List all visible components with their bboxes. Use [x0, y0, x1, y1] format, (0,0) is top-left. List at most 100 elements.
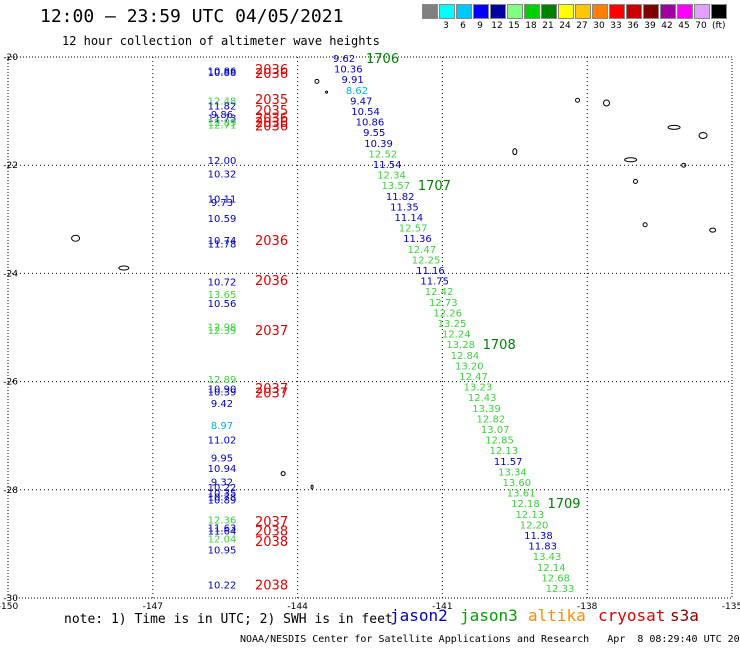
track-time-label: 2035: [255, 93, 288, 108]
scale-label: 70: [695, 21, 707, 31]
track-value: 10.74: [208, 236, 237, 247]
track-value: 12.42: [425, 287, 454, 298]
track-value: 10.39: [208, 387, 237, 398]
island-outline: [512, 148, 518, 156]
track-value: 12.39: [208, 326, 237, 337]
track-value: 12.20: [520, 520, 549, 531]
track-time-label: 1707: [418, 179, 451, 194]
track-value: 13.60: [502, 478, 531, 489]
scale-swatch: [575, 4, 591, 19]
track-time-label: 2037: [255, 386, 288, 401]
scale-label: 24: [559, 21, 571, 31]
scale-label: 12: [491, 21, 503, 31]
track-time-label: 2037: [255, 324, 288, 339]
lon-label: -147: [143, 602, 163, 612]
track-value: 12.57: [399, 224, 428, 235]
scale-swatch: [558, 4, 574, 19]
track-value: 12.89: [208, 118, 237, 129]
track-value: 10.88: [208, 68, 237, 79]
track-value: 9.73: [211, 198, 233, 209]
scale-swatch: [694, 4, 710, 19]
track-value: 12.13: [490, 446, 519, 457]
lat-label: -24: [3, 269, 18, 279]
track-value: 11.35: [390, 202, 419, 213]
track-value: 9.86: [211, 110, 233, 121]
scale-swatch: [490, 4, 506, 19]
island-outline: [280, 471, 286, 477]
island-outline: [603, 99, 611, 107]
track-value: 10.86: [356, 118, 385, 129]
track-value: 11.54: [373, 160, 402, 171]
track-value: 12.47: [459, 372, 488, 383]
lon-label: -141: [432, 602, 452, 612]
scale-swatch: [609, 4, 625, 19]
track-value: 11.16: [416, 266, 445, 277]
lon-label: -138: [577, 602, 598, 612]
lon-label: -144: [287, 602, 308, 612]
track-value: 11.82: [386, 192, 415, 203]
scale-swatch: [626, 4, 642, 19]
track-value: 12.18: [511, 499, 540, 510]
track-value: 12.48: [208, 96, 237, 107]
track-value: 10.78: [208, 492, 237, 503]
track-value: 12.82: [477, 414, 506, 425]
track-value: 8.97: [211, 421, 233, 432]
island-outline: [642, 222, 648, 228]
island-outline: [575, 97, 581, 103]
track-value: 12.47: [407, 245, 436, 256]
track-value: 11.63: [208, 524, 237, 535]
track-value: 12.52: [369, 149, 398, 160]
island-outline: [325, 90, 329, 94]
lat-label: -20: [3, 53, 18, 63]
track-value: 10.95: [208, 545, 237, 556]
track-value: 9.62: [333, 54, 355, 65]
track-time-label: 2036: [255, 234, 288, 249]
scale-label: 30: [593, 21, 605, 31]
track-value: 11.57: [494, 457, 523, 468]
lon-label: -150: [0, 602, 18, 612]
track-value: 10.86: [208, 67, 237, 78]
lat-label: -30: [3, 594, 18, 604]
track-value: 11.83: [528, 542, 557, 553]
scale-swatch: [473, 4, 489, 19]
track-value: 10.11: [208, 195, 237, 206]
track-value: 10.56: [208, 299, 237, 310]
track-value: 10.36: [334, 65, 363, 76]
scale-swatch: [660, 4, 676, 19]
track-value: 12.36: [208, 516, 237, 527]
track-value: 11.75: [420, 277, 449, 288]
track-value: 11.38: [524, 531, 553, 542]
track-time-label: 2036: [255, 67, 288, 82]
island-outline: [632, 178, 638, 184]
scale-label: 36: [627, 21, 639, 31]
page-subtitle: 12 hour collection of altimeter wave hei…: [62, 34, 380, 48]
satellite-cryosat: cryosat: [598, 606, 666, 625]
scale-swatch: [507, 4, 523, 19]
track-value: 9.55: [363, 128, 385, 139]
track-value: 10.89: [208, 496, 237, 507]
scale-label: 6: [460, 21, 466, 31]
track-time-label: 2036: [255, 112, 288, 127]
track-time-label: 2036: [255, 120, 288, 135]
scale-swatch: [541, 4, 557, 19]
track-time-label: 2036: [255, 63, 288, 78]
scale-label: 21: [542, 21, 554, 31]
track-value: 13.34: [498, 467, 527, 478]
scale-label: 42: [661, 21, 673, 31]
track-time-label: 2037: [255, 515, 288, 530]
track-value: 12.98: [208, 322, 237, 333]
island-outline: [681, 162, 687, 168]
track-value: 9.47: [350, 96, 372, 107]
scale-unit: (ft): [712, 21, 726, 31]
track-time-label: 2035: [255, 104, 288, 119]
track-value: 10.35: [208, 489, 237, 500]
track-value: 12.71: [208, 121, 237, 132]
page-title: 12:00 — 23:59 UTC 04/05/2021: [40, 6, 344, 27]
track-value: 10.72: [208, 278, 237, 289]
track-value: 13.28: [446, 340, 475, 351]
track-value: 10.32: [208, 169, 237, 180]
island-outline: [314, 78, 320, 84]
track-time-label: 2038: [255, 524, 288, 539]
lat-label: -28: [3, 486, 18, 496]
